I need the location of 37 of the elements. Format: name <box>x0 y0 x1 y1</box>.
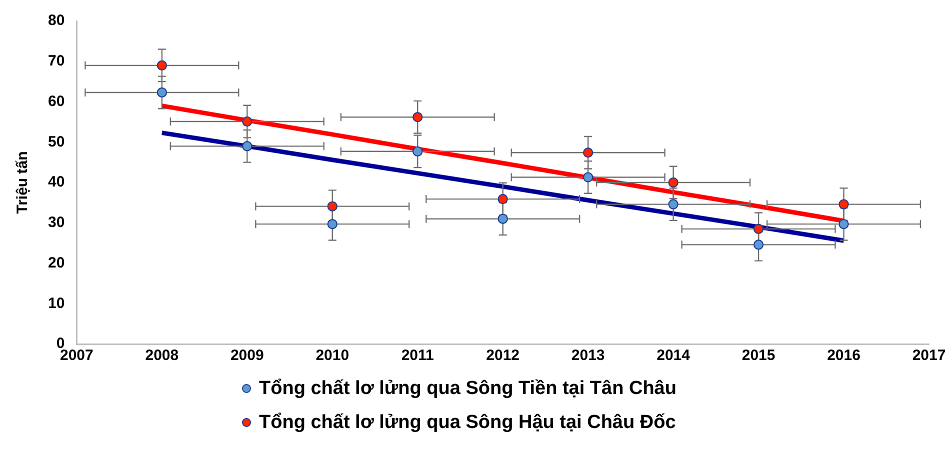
point <box>583 148 594 158</box>
x-tick-label: 2008 <box>145 347 179 364</box>
x-tick-label: 2007 <box>60 347 94 364</box>
y-tick-label: 60 <box>48 92 65 110</box>
point <box>498 194 508 204</box>
point <box>412 112 423 122</box>
x-tick-label: 2016 <box>827 347 860 364</box>
point <box>327 201 338 212</box>
point <box>754 240 764 250</box>
point <box>412 146 423 156</box>
legend-label: Tổng chất lơ lửng qua Sông Hậu tại Châu Đốc <box>259 412 676 433</box>
point <box>838 219 849 230</box>
point <box>156 87 167 98</box>
x-tick-label: 2013 <box>571 347 605 364</box>
y-tick-label: 80 <box>48 12 65 30</box>
x-tick-label: 2017 <box>912 347 946 364</box>
y-axis-title: Triệu tấn <box>14 151 32 214</box>
y-tick-label: 50 <box>48 133 65 150</box>
x-tick-label: 2009 <box>230 347 264 364</box>
point <box>156 60 167 70</box>
y-tick-label: 30 <box>48 214 65 232</box>
x-tick-label: 2014 <box>656 347 691 364</box>
x-tick-label: 2012 <box>486 347 520 364</box>
point <box>838 199 849 210</box>
y-tick-label: 70 <box>48 52 65 70</box>
y-tick-label: 40 <box>48 174 65 191</box>
x-tick-label: 2010 <box>316 347 350 364</box>
point <box>668 178 678 188</box>
point <box>668 199 678 210</box>
point <box>754 224 764 234</box>
legend-label: Tổng chất lơ lửng qua Sông Tiền tại Tân Châu <box>259 378 676 399</box>
point <box>498 214 508 224</box>
x-tick-label: 2011 <box>401 347 434 364</box>
y-tick-label: 10 <box>48 294 65 312</box>
x-tick-label: 2015 <box>742 347 776 364</box>
y-tick-label: 20 <box>48 254 65 272</box>
point <box>327 219 338 230</box>
